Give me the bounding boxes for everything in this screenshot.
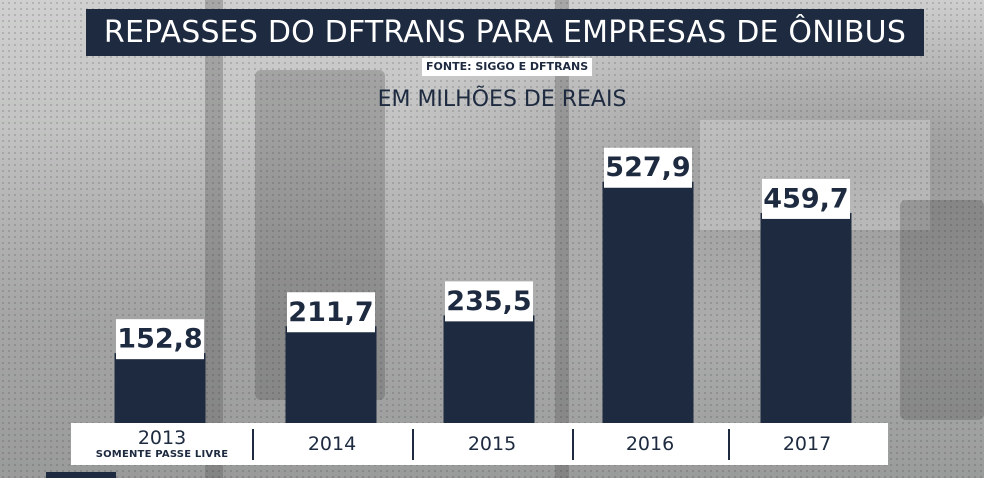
axis-separator: [572, 429, 574, 460]
x-tick-label-2013: 2013 SOMENTE PASSE LIVRE: [72, 427, 252, 461]
axis-separator: [412, 429, 414, 460]
passenger-silhouette: [900, 200, 984, 420]
value-label-box-2013: [116, 319, 204, 360]
bar-2014: [285, 326, 377, 423]
axis-separator: [252, 429, 254, 460]
axis-separator: [728, 429, 730, 460]
value-label-2014: 211,7: [288, 297, 373, 328]
bar-2015: [443, 315, 535, 423]
bar-2017: [760, 212, 852, 423]
chart-title: REPASSES DO DFTRANS PARA EMPRESAS DE ÔNI…: [86, 9, 924, 56]
bus-pole: [205, 0, 223, 478]
chart-unit: EM MILHÕES DE REAIS: [377, 87, 627, 112]
value-label-box-2016: [604, 147, 692, 188]
x-tick-year: 2015: [467, 433, 517, 455]
value-label-2017: 459,7: [763, 183, 848, 214]
x-tick-year: 2014: [307, 433, 357, 455]
value-label-box-2017: [762, 178, 850, 219]
x-tick-label-2017: 2017: [717, 433, 897, 455]
x-tick-year: 2016: [625, 433, 675, 455]
x-axis-band: [71, 423, 888, 465]
chart-source: FONTE: SIGGO E DFTRANS: [422, 58, 593, 76]
value-label-2016: 527,9: [605, 152, 690, 183]
x-tick-note: SOMENTE PASSE LIVRE: [95, 449, 229, 460]
bottom-strip: [46, 472, 116, 478]
x-tick-label-2014: 2014: [242, 433, 422, 455]
x-tick-year: 2017: [782, 433, 832, 455]
x-tick-label-2015: 2015: [402, 433, 582, 455]
bar-2013: [114, 353, 206, 423]
value-label-2013: 152,8: [117, 324, 202, 355]
bar-2016: [602, 181, 694, 423]
x-tick-year: 2013: [137, 427, 187, 449]
value-label-box-2014: [287, 292, 375, 333]
x-tick-label-2016: 2016: [560, 433, 740, 455]
value-label-box-2015: [445, 281, 533, 322]
value-label-2015: 235,5: [446, 286, 531, 317]
bus-pole: [555, 0, 569, 478]
